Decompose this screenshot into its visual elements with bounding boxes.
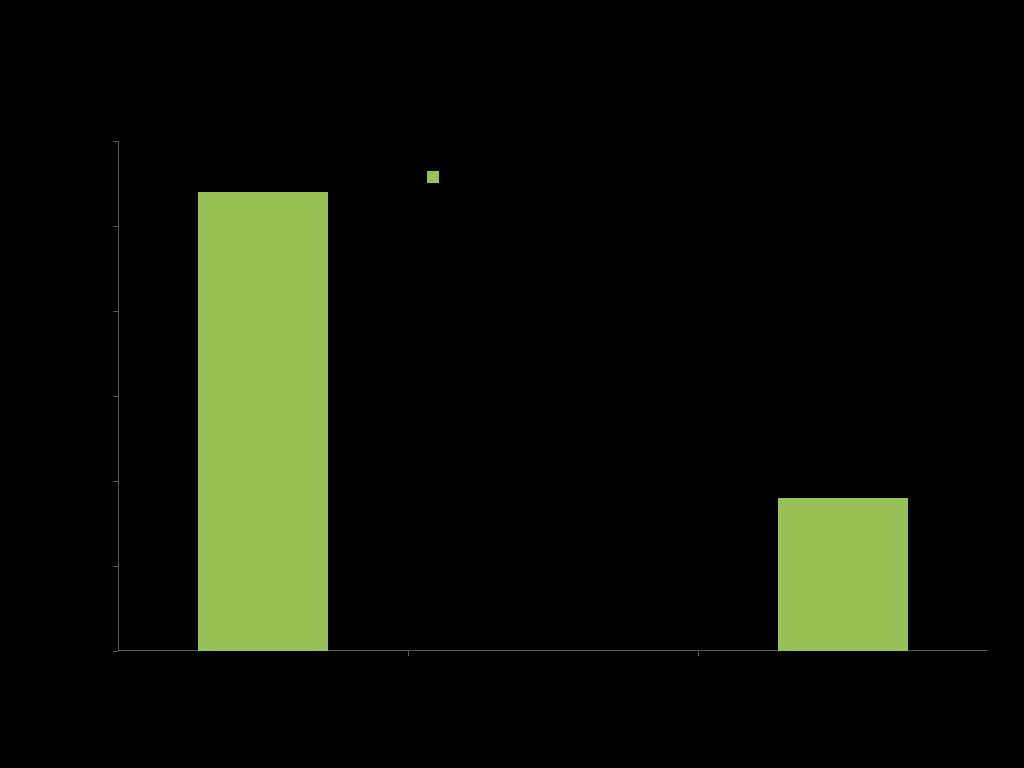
- y-tick: [113, 311, 118, 312]
- legend-swatch: [427, 171, 439, 183]
- legend: [427, 171, 445, 183]
- x-tick: [698, 651, 699, 656]
- bar-chart: [0, 0, 1024, 768]
- y-tick: [113, 141, 118, 142]
- y-tick: [113, 226, 118, 227]
- y-tick: [113, 396, 118, 397]
- plot-area: [118, 141, 988, 651]
- x-tick: [408, 651, 409, 656]
- y-tick: [113, 651, 118, 652]
- y-tick: [113, 481, 118, 482]
- bar: [198, 192, 329, 651]
- bar: [778, 498, 909, 651]
- y-tick: [113, 566, 118, 567]
- y-axis: [118, 141, 119, 651]
